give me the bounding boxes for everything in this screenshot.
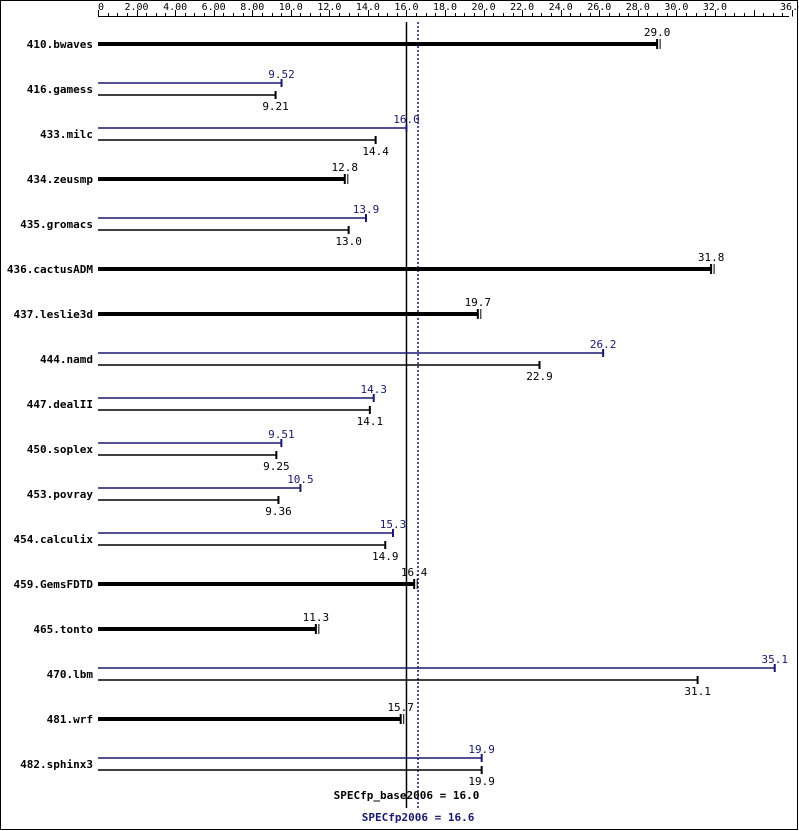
benchmark-label: 433.milc	[40, 128, 93, 141]
peak-value-label: 10.5	[287, 473, 314, 486]
x-axis-tick-label: 4.00	[163, 2, 187, 13]
peak-value-label: 14.3	[360, 383, 387, 396]
benchmark-label: 436.cactusADM	[7, 263, 93, 276]
benchmark-label: 482.sphinx3	[20, 758, 93, 771]
base-value-label: 16.4	[401, 566, 428, 579]
peak-value-label: 13.9	[353, 203, 380, 216]
base-value-label: 14.9	[372, 550, 399, 563]
x-axis-tick-label: 28.0	[626, 2, 650, 13]
x-axis-tick-label: 36.0	[780, 2, 799, 13]
x-axis-tick-label: 10.0	[279, 2, 303, 13]
base-value-label: 22.9	[526, 370, 553, 383]
x-axis-tick-label: 26.0	[587, 2, 611, 13]
x-axis-tick-label: 14.0	[356, 2, 380, 13]
x-axis-tick-label: 6.00	[202, 2, 226, 13]
base-value-label: 11.3	[303, 611, 330, 624]
base-value-label: 13.0	[335, 235, 362, 248]
x-axis-tick-label: 20.0	[472, 2, 496, 13]
base-value-label: 9.21	[262, 100, 289, 113]
x-axis-tick-label: 18.0	[433, 2, 457, 13]
peak-value-label: 16.0	[393, 113, 420, 126]
x-axis-tick-label: 12.0	[317, 2, 341, 13]
peak-value-label: 15.3	[380, 518, 407, 531]
benchmark-label: 447.dealII	[27, 398, 93, 411]
base-value-label: 14.1	[357, 415, 384, 428]
benchmark-label: 416.gamess	[27, 83, 93, 96]
x-axis-tick-label: 30.0	[664, 2, 688, 13]
base-value-label: 31.8	[698, 251, 725, 264]
benchmark-label: 453.povray	[27, 488, 94, 501]
peak-value-label: 35.1	[761, 653, 788, 666]
base-value-label: 29.0	[644, 26, 671, 39]
base-value-label: 14.4	[362, 145, 389, 158]
base-value-label: 19.9	[468, 775, 495, 788]
base-reference-label: SPECfp_base2006 = 16.0	[334, 789, 480, 802]
benchmark-label: 437.leslie3d	[14, 308, 93, 321]
base-value-label: 9.36	[265, 505, 292, 518]
x-axis-tick-label: 22.0	[510, 2, 534, 13]
base-value-label: 9.25	[263, 460, 290, 473]
benchmark-label: 410.bwaves	[27, 38, 93, 51]
benchmark-label: 434.zeusmp	[27, 173, 94, 186]
benchmark-label: 450.soplex	[27, 443, 94, 456]
benchmark-label: 444.namd	[40, 353, 93, 366]
peak-value-label: 9.52	[268, 68, 295, 81]
base-value-label: 31.1	[684, 685, 711, 698]
benchmark-label: 481.wrf	[47, 713, 93, 726]
peak-value-label: 19.9	[468, 743, 495, 756]
benchmark-label: 454.calculix	[14, 533, 94, 546]
x-axis-tick-label: 8.00	[240, 2, 264, 13]
benchmark-label: 435.gromacs	[20, 218, 93, 231]
x-axis-tick-label: 24.0	[549, 2, 573, 13]
base-value-label: 12.8	[332, 161, 359, 174]
x-axis-tick-label: 32.0	[703, 2, 727, 13]
benchmark-label: 459.GemsFDTD	[14, 578, 94, 591]
peak-value-label: 9.51	[268, 428, 295, 441]
benchmark-label: 465.tonto	[33, 623, 93, 636]
benchmark-label: 470.lbm	[47, 668, 94, 681]
peak-value-label: 26.2	[590, 338, 617, 351]
base-value-label: 19.7	[465, 296, 492, 309]
base-value-label: 15.7	[387, 701, 414, 714]
peak-reference-label: SPECfp2006 = 16.6	[362, 811, 475, 824]
x-axis-tick-label: 16.0	[394, 2, 418, 13]
x-axis-tick-label: 2.00	[125, 2, 149, 13]
x-axis-tick-label: 0	[98, 2, 104, 13]
